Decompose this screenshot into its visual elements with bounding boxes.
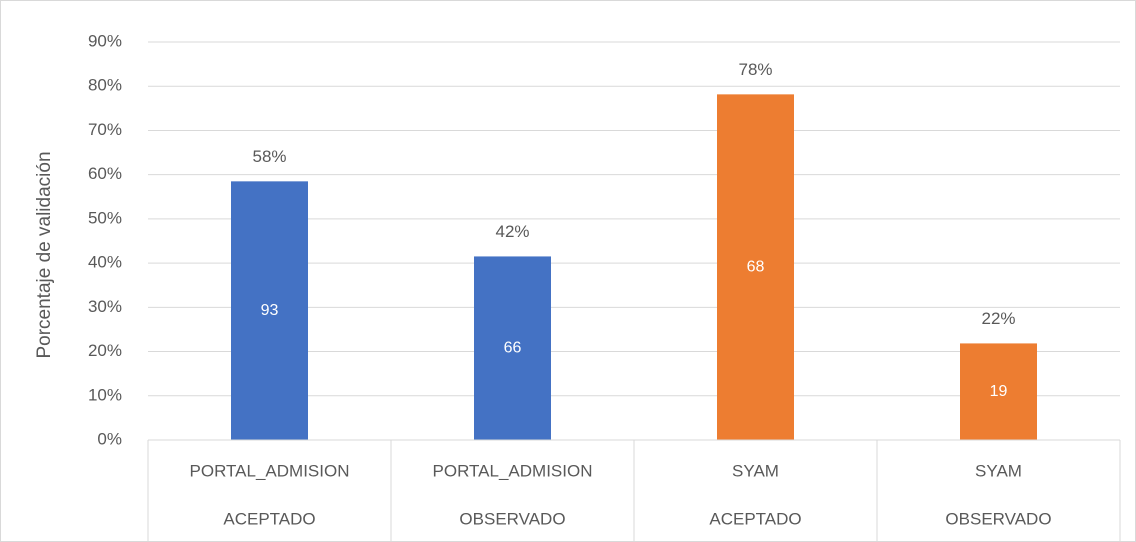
x-tick-label: SYAM: [732, 461, 779, 480]
x-tick-sublabel: OBSERVADO: [945, 509, 1051, 528]
count-label: 93: [261, 302, 279, 319]
y-tick-label: 40%: [88, 253, 122, 272]
count-label: 66: [504, 339, 522, 356]
y-axis-label: Porcentaje de validación: [34, 151, 55, 358]
bar: [231, 181, 308, 440]
count-label: 19: [990, 383, 1008, 400]
y-tick-label: 60%: [88, 164, 122, 183]
value-label: 42%: [495, 222, 529, 241]
bar: [474, 256, 551, 440]
bar: [717, 94, 794, 441]
y-tick-label: 90%: [88, 31, 122, 50]
x-tick-sublabel: ACEPTADO: [223, 509, 315, 528]
value-label: 78%: [738, 60, 772, 79]
bar: [960, 343, 1037, 440]
y-tick-label: 10%: [88, 385, 122, 404]
x-tick-sublabel: OBSERVADO: [459, 509, 565, 528]
y-tick-label: 20%: [88, 341, 122, 360]
y-tick-label: 0%: [97, 429, 122, 448]
value-label: 22%: [981, 309, 1015, 328]
y-tick-label: 80%: [88, 76, 122, 95]
y-tick-label: 30%: [88, 297, 122, 316]
x-tick-sublabel: ACEPTADO: [709, 509, 801, 528]
count-label: 68: [747, 258, 765, 275]
value-label: 58%: [252, 147, 286, 166]
x-tick-label: SYAM: [975, 461, 1022, 480]
y-tick-label: 50%: [88, 208, 122, 227]
x-tick-label: PORTAL_ADMISION: [433, 461, 593, 480]
y-tick-label: 70%: [88, 120, 122, 139]
x-tick-label: PORTAL_ADMISION: [190, 461, 350, 480]
